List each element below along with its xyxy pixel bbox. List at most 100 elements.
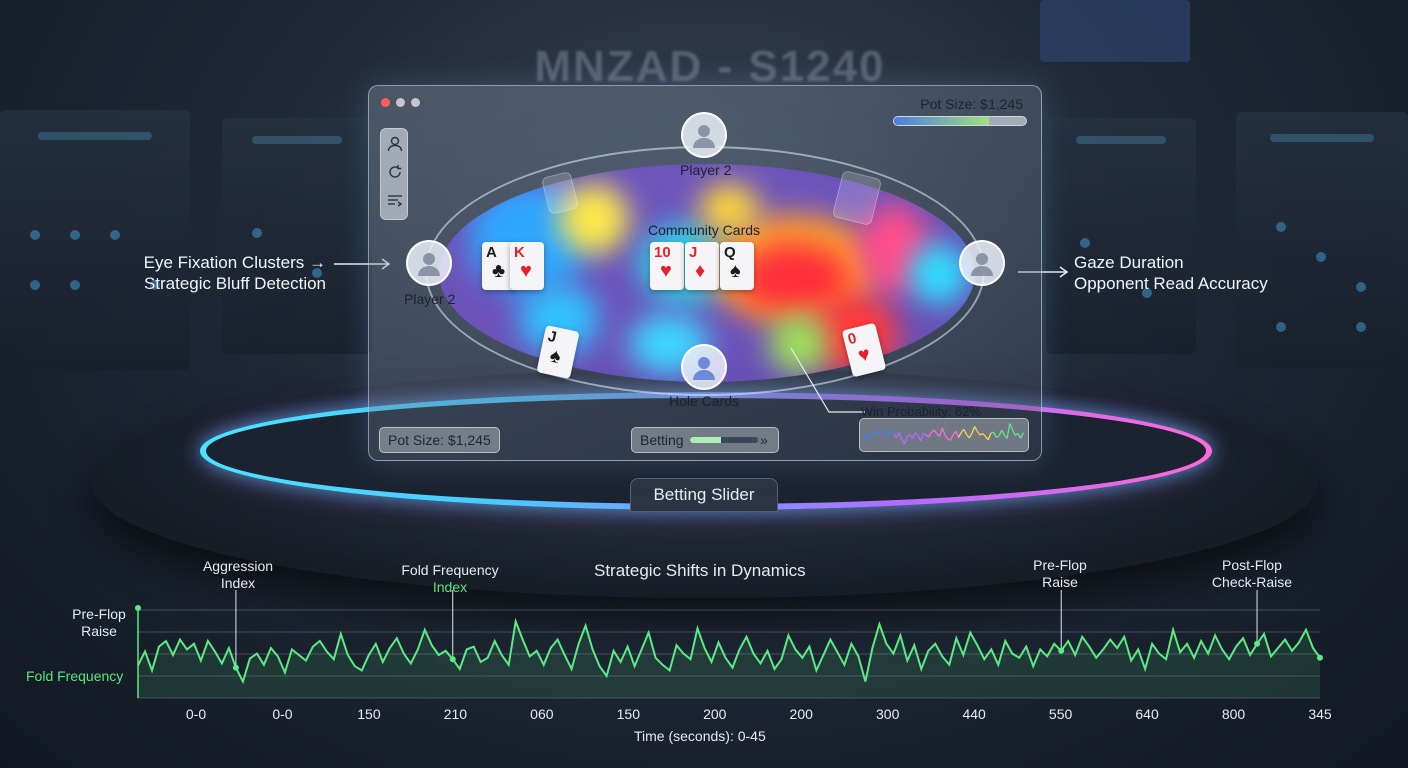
pot-size-bottom: Pot Size: $1,245	[379, 427, 500, 453]
window-minimize-button[interactable]	[396, 98, 405, 107]
annotation-left-arrow	[334, 258, 391, 270]
spade-icon: ♠	[730, 260, 741, 282]
sparkline-segment	[863, 433, 868, 439]
playing-card[interactable]: J ♦	[685, 242, 719, 290]
avatar-player-left[interactable]	[406, 240, 452, 286]
sparkline-segment	[998, 429, 1003, 437]
spade-icon: ♠	[547, 344, 563, 369]
callout-point[interactable]	[1058, 647, 1065, 654]
sparkline-segment	[876, 429, 881, 436]
betting-fill	[690, 437, 721, 443]
timeline-title: Strategic Shifts in Dynamics	[594, 561, 806, 580]
sparkline-segment	[931, 429, 935, 433]
avatar-hero[interactable]	[681, 344, 727, 390]
betting-slider-tab[interactable]: Betting Slider	[630, 478, 778, 512]
poker-hud-panel: Pot Size: $1,245 Player 2 Player 2	[368, 85, 1042, 461]
win-probability-sparkline-box	[859, 418, 1029, 452]
window-close-button[interactable]	[381, 98, 390, 107]
callout-line2: Index	[432, 579, 468, 595]
hole-cards-label: Hole Cards	[669, 393, 740, 409]
sparkline-segment	[906, 433, 911, 437]
sparkline-segment	[893, 433, 897, 439]
sparkline-segment	[901, 439, 906, 445]
callout-point[interactable]	[1254, 640, 1261, 647]
sparkline-segment	[928, 431, 933, 438]
callout-line2: Index	[220, 575, 256, 591]
axis-marker	[135, 605, 141, 611]
avatar-player-right[interactable]	[959, 240, 1005, 286]
sparkline-segment	[993, 431, 997, 438]
sparkline-segment	[898, 432, 903, 440]
win-probability-leader	[790, 347, 865, 413]
sparkline-segment	[933, 429, 938, 435]
background-screen	[1040, 0, 1190, 62]
x-tick-label: 0-0	[272, 706, 293, 722]
sparkline-segment	[885, 430, 889, 438]
callout-fold-frequency: Fold Frequency Index	[396, 562, 504, 596]
player-left-label: Player 2	[404, 291, 456, 307]
series-end-point	[1317, 654, 1323, 661]
playing-card[interactable]: Q ♠	[720, 242, 754, 290]
playing-card[interactable]: 10 ♥	[650, 242, 684, 290]
sparkline-segment	[966, 434, 970, 439]
sparkline-segment	[1001, 429, 1005, 436]
window-maximize-button[interactable]	[411, 98, 420, 107]
annotation-right-line2: Opponent Read Accuracy	[1074, 274, 1268, 293]
sparkline-segment	[979, 432, 984, 436]
sparkline-segment	[982, 433, 986, 437]
annotation-left-line2: Strategic Bluff Detection	[143, 274, 326, 293]
avatar-player-top[interactable]	[681, 112, 727, 158]
sparkline-segment	[1009, 423, 1014, 430]
sparkline-segment	[1020, 432, 1024, 439]
y-label-top-line2: Raise	[81, 623, 117, 639]
betting-control[interactable]: Betting »	[631, 427, 779, 453]
sparkline-segment	[987, 432, 992, 441]
annotation-right: Gaze Duration Opponent Read Accuracy	[1074, 252, 1268, 294]
sparkline-segment	[874, 429, 879, 436]
x-tick-label: 150	[357, 706, 381, 722]
refresh-icon[interactable]	[386, 163, 404, 181]
sparkline-segment	[944, 434, 949, 440]
x-tick-label: 210	[443, 706, 468, 722]
pot-progress-bar	[893, 116, 1027, 126]
callout-line1: Post-Flop	[1222, 557, 1282, 573]
x-tick-label: 200	[789, 706, 813, 722]
club-icon: ♣	[492, 260, 506, 282]
callout-point[interactable]	[449, 656, 456, 663]
sparkline-segment	[887, 429, 892, 438]
callout-line1: Aggression	[202, 558, 274, 574]
callout-aggression: Aggression Index	[196, 558, 280, 592]
community-cards-label: Community Cards	[648, 222, 761, 238]
annotation-left: Eye Fixation Clusters → Strategic Bluff …	[130, 252, 326, 294]
person-icon	[418, 253, 440, 276]
callout-point[interactable]	[232, 664, 239, 671]
callout-line1: Fold Frequency	[401, 562, 499, 578]
x-tick-label: 060	[530, 706, 554, 722]
person-icon	[693, 125, 715, 148]
x-tick-label: 345	[1308, 706, 1332, 722]
filter-icon[interactable]	[386, 191, 404, 209]
callout-postflop: Post-Flop Check-Raise	[1206, 557, 1298, 591]
betting-label: Betting	[640, 432, 684, 448]
sparkline-segment	[879, 429, 884, 434]
callout-line1: Pre-Flop	[1033, 557, 1087, 573]
sparkline-segment	[952, 430, 957, 436]
x-tick-label: 800	[1221, 706, 1246, 722]
sparkline-segment	[949, 434, 954, 441]
fast-forward-icon[interactable]: »	[760, 432, 768, 448]
player-top-label: Player 2	[680, 162, 732, 178]
sparkline-segment	[990, 431, 994, 434]
playing-card[interactable]: K ♥	[510, 242, 544, 290]
pot-progress-fill	[894, 117, 990, 125]
x-tick-label: 0-0	[185, 706, 207, 722]
user-icon[interactable]	[386, 135, 404, 153]
window-controls	[381, 98, 420, 107]
background-watermark: MNZAD - S1240	[534, 42, 886, 91]
callout-line2: Check-Raise	[1211, 574, 1293, 590]
sparkline-segment	[1017, 433, 1022, 439]
diamond-icon: ♦	[695, 260, 706, 282]
y-label-bottom: Fold Frequency	[26, 668, 124, 684]
heart-icon: ♥	[660, 260, 672, 282]
betting-track[interactable]	[690, 437, 758, 443]
series-line	[137, 617, 1321, 685]
